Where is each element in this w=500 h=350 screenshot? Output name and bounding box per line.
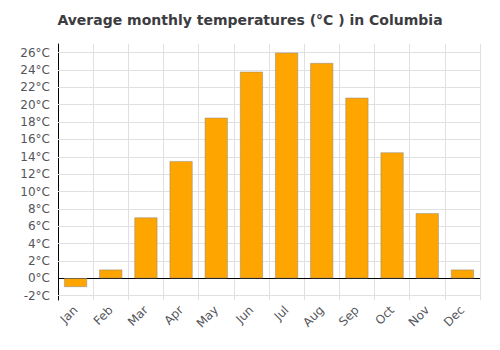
svg-text:8°C: 8°C [28, 202, 50, 216]
svg-text:Jan: Jan [57, 303, 81, 327]
svg-text:6°C: 6°C [28, 219, 50, 233]
svg-text:14°C: 14°C [20, 150, 50, 164]
svg-text:12°C: 12°C [20, 167, 50, 181]
svg-text:Jun: Jun [233, 303, 257, 327]
svg-text:Dec: Dec [441, 303, 467, 329]
svg-text:May: May [194, 303, 221, 330]
svg-text:4°C: 4°C [28, 237, 50, 251]
svg-text:-2°C: -2°C [24, 289, 50, 303]
svg-text:20°C: 20°C [20, 98, 50, 112]
svg-text:2°C: 2°C [28, 254, 50, 268]
svg-text:Aug: Aug [300, 303, 326, 329]
svg-text:Average monthly temperatures (: Average monthly temperatures (°C ) in Co… [57, 12, 442, 28]
svg-text:10°C: 10°C [20, 185, 50, 199]
svg-text:24°C: 24°C [20, 63, 50, 77]
svg-text:26°C: 26°C [20, 46, 50, 60]
svg-text:22°C: 22°C [20, 80, 50, 94]
svg-text:Oct: Oct [372, 303, 397, 328]
svg-text:Sep: Sep [336, 303, 362, 329]
svg-text:Apr: Apr [161, 303, 186, 328]
svg-text:Feb: Feb [91, 303, 116, 328]
svg-text:16°C: 16°C [20, 132, 50, 146]
svg-text:Nov: Nov [406, 303, 432, 329]
svg-text:0°C: 0°C [28, 271, 50, 285]
svg-text:Jul: Jul [271, 303, 292, 324]
svg-text:18°C: 18°C [20, 115, 50, 129]
svg-text:Mar: Mar [125, 303, 151, 329]
